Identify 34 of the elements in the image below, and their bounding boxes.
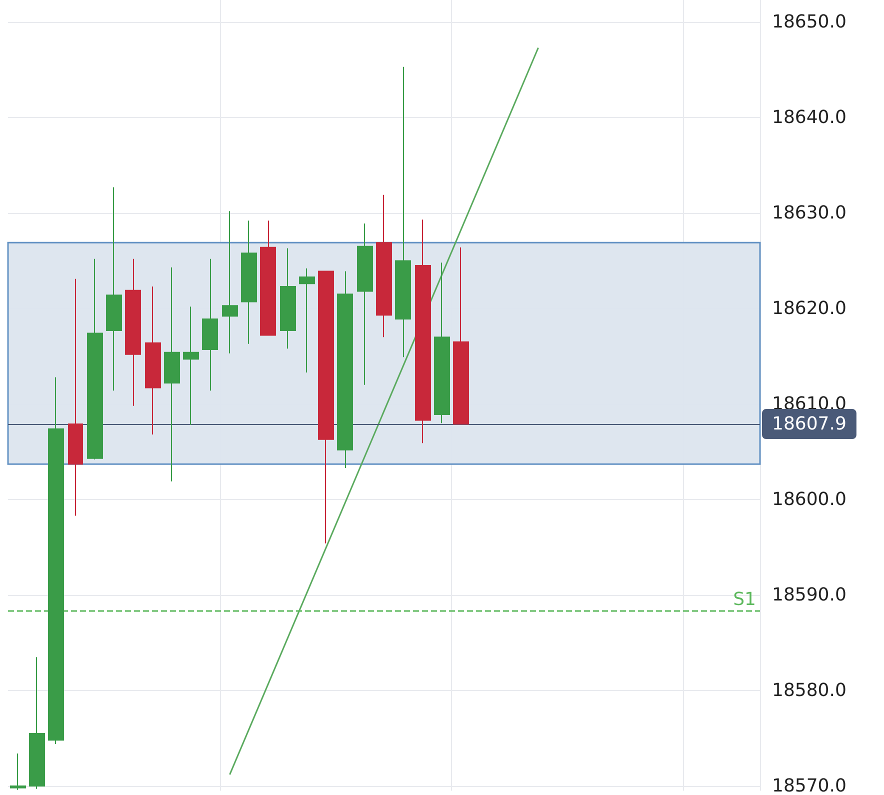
candlestick (48, 376, 64, 744)
candlestick (318, 270, 334, 544)
y-tick-label: 18590.0 (772, 584, 846, 606)
candlestick (376, 194, 392, 338)
candlestick (395, 66, 411, 358)
candlestick (434, 262, 450, 424)
candlestick (415, 219, 431, 444)
y-tick-label: 18570.0 (772, 776, 846, 795)
y-tick-label: 18600.0 (772, 488, 846, 510)
candlestick (68, 278, 83, 516)
y-tick-label: 18580.0 (772, 680, 846, 701)
candlestick (145, 286, 161, 436)
candlestick (125, 258, 141, 406)
candlestick (241, 220, 257, 344)
candlestick (299, 268, 315, 373)
candlestick (87, 258, 103, 460)
candlestick (106, 186, 122, 392)
candlestick (29, 656, 45, 790)
ref-line-label: S1 (733, 588, 756, 610)
candlestick (164, 266, 180, 482)
candlestick (453, 246, 469, 425)
ref-line-label: 18607.9 (772, 414, 846, 435)
candlestick (337, 270, 353, 468)
y-tick-label: 18650.0 (772, 11, 846, 32)
candlestick (10, 753, 26, 790)
y-tick-label: 18630.0 (772, 202, 846, 224)
y-tick-label: 18620.0 (772, 298, 846, 319)
y-tick-label: 18640.0 (772, 106, 846, 128)
candlestick (202, 258, 218, 392)
candlestick (222, 210, 238, 354)
candlestick (357, 222, 373, 386)
candlestick (183, 306, 199, 426)
candlestick (260, 220, 276, 336)
candlestick (280, 248, 296, 350)
